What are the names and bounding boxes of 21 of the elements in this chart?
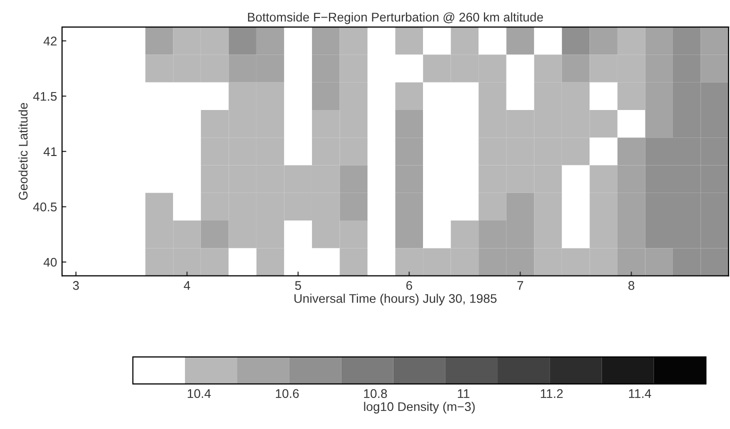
color-bar-label: 10.8 bbox=[364, 389, 387, 398]
y-axis-title: Geodetic Latitude bbox=[18, 102, 28, 200]
chart-title: Bottomside F−Region Perturbation @ 260 km altitude bbox=[248, 12, 544, 24]
x-tick-label: 3 bbox=[72, 281, 79, 290]
x-tick-label: 4 bbox=[184, 281, 190, 290]
color-bar-title: log10 Density (m−3) bbox=[364, 402, 475, 414]
color-bar-label: 10.4 bbox=[188, 389, 211, 398]
x-axis-title: Universal Time (hours) July 30, 1985 bbox=[294, 294, 497, 306]
color-bar-label: 11.2 bbox=[540, 389, 563, 398]
y-tick-label: 42 bbox=[44, 36, 57, 46]
y-tick-label: 40.5 bbox=[33, 202, 57, 212]
y-tick-label: 41 bbox=[44, 147, 57, 156]
color-bar-label: 11 bbox=[458, 389, 470, 398]
x-tick-label: 5 bbox=[295, 281, 302, 290]
y-tick-label: 40 bbox=[44, 258, 57, 267]
color-bar-label: 11.4 bbox=[629, 389, 652, 398]
y-tick-label: 41.5 bbox=[33, 92, 57, 101]
color-bar-label: 10.6 bbox=[276, 389, 299, 398]
x-tick-label: 7 bbox=[517, 281, 524, 290]
x-tick-label: 6 bbox=[406, 281, 412, 290]
x-tick-label: 8 bbox=[628, 281, 634, 290]
